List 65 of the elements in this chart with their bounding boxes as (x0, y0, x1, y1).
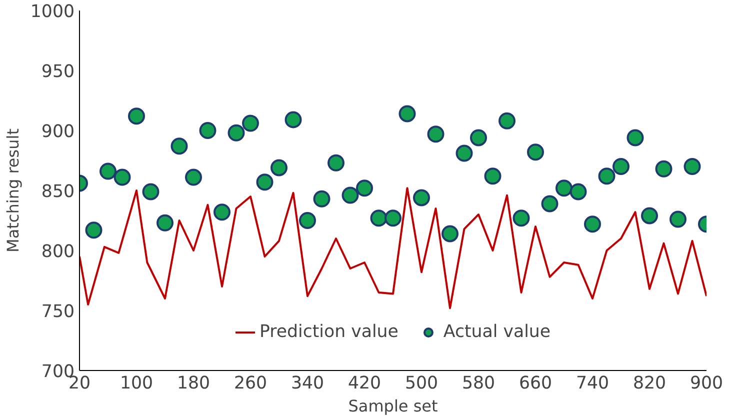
point (85, 222, 102, 239)
point (284, 111, 302, 128)
line-series (80, 187, 706, 310)
x-tick-label: 420 (348, 374, 382, 394)
point (612, 158, 630, 175)
point (670, 210, 686, 228)
point (484, 168, 502, 185)
y-tick-label: 800 (41, 242, 75, 262)
point (398, 105, 416, 122)
point (470, 129, 487, 146)
point (128, 108, 145, 125)
x-axis-title: Sample set (348, 396, 438, 416)
point (328, 154, 344, 172)
x-tick-label: 740 (576, 374, 610, 394)
point (342, 186, 359, 204)
point (156, 214, 174, 232)
point (299, 212, 316, 229)
point (512, 210, 530, 227)
x-tick-label: 580 (462, 374, 496, 394)
point (170, 138, 188, 155)
x-tick-label: 180 (176, 374, 210, 394)
point (370, 210, 388, 227)
x-tick-label: 340 (290, 374, 324, 394)
x-tick-label: 500 (404, 374, 438, 394)
y-tick-label: 850 (41, 182, 75, 202)
y-tick-label: 950 (41, 62, 75, 82)
x-tick-label: 820 (632, 374, 666, 394)
point (270, 159, 288, 176)
x-tick-label: 660 (518, 374, 552, 394)
point (100, 162, 116, 180)
point (570, 183, 587, 200)
point (584, 216, 601, 233)
point (598, 168, 616, 185)
point (384, 210, 402, 227)
point (256, 174, 274, 191)
point (214, 204, 230, 221)
point (684, 158, 701, 175)
point (442, 225, 458, 242)
point (356, 180, 373, 197)
legend-label: Actual value (443, 322, 551, 342)
point (313, 190, 330, 208)
x-tick-label: 100 (120, 374, 154, 394)
point (556, 180, 572, 197)
y-tick-label: 750 (41, 302, 75, 322)
point (427, 126, 444, 143)
point (142, 183, 160, 200)
point (641, 207, 658, 224)
x-tick-label: 900 (690, 374, 724, 394)
point (185, 168, 202, 186)
point (456, 144, 473, 162)
point (199, 122, 216, 139)
point (626, 129, 644, 146)
point (541, 195, 558, 212)
legend-label: Prediction value (259, 322, 398, 342)
y-tick-label: 900 (41, 122, 75, 142)
point (527, 144, 544, 161)
point (498, 112, 516, 130)
point (413, 189, 430, 206)
point (242, 114, 259, 132)
point (655, 160, 672, 178)
y-tick-label: 1000 (30, 2, 75, 22)
point (114, 168, 131, 186)
point (228, 124, 245, 142)
y-axis-title: Matching result (3, 128, 22, 252)
x-tick-label: 260 (234, 374, 268, 394)
